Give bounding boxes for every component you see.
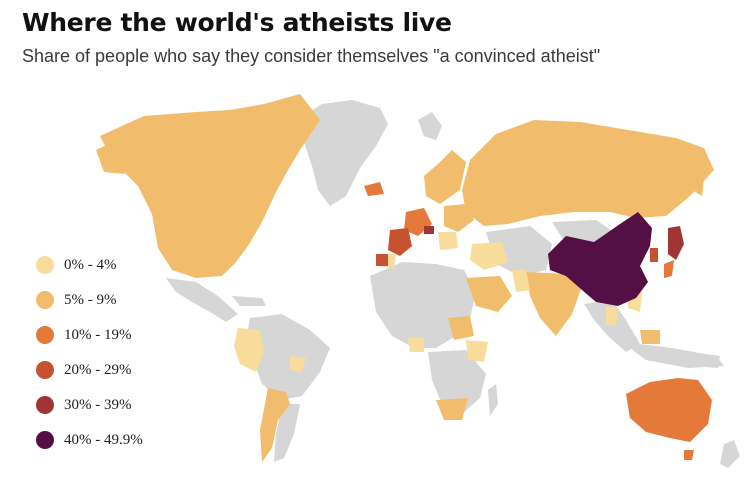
region-vietnam [606,306,618,326]
region-pakistan [512,270,530,292]
region-southeast-asia [584,300,640,352]
map-subtitle: Share of people who say they consider th… [22,46,601,66]
region-south-africa [436,398,468,420]
region-caribbean [232,296,266,306]
region-russia [462,120,714,226]
legend-item: 10% - 19% [36,326,143,344]
region-spain [376,254,388,266]
region-east-africa [466,340,488,362]
legend-item: 20% - 29% [36,361,143,379]
region-new-zealand [720,440,740,468]
region-tasmania [684,450,694,460]
region-south-america-south [274,404,300,462]
legend-label: 0% - 4% [64,256,117,273]
legend-label: 5% - 9% [64,291,117,308]
legend-item: 0% - 4% [36,256,143,274]
region-scandinavia-grey [418,112,442,140]
region-argentina [260,388,290,462]
legend-item: 30% - 39% [36,396,143,414]
region-australia [626,378,712,442]
legend-label: 30% - 39% [64,396,132,413]
legend-label: 40% - 49.9% [64,431,143,448]
world-map [96,94,740,468]
legend-label: 20% - 29% [64,361,132,378]
region-japan [668,226,684,260]
region-sudan [448,316,474,340]
legend-swatch [36,396,54,414]
region-pacific-islands [640,330,660,344]
region-alaska [96,140,136,174]
legend-swatch [36,361,54,379]
region-saudi-arabia [466,276,512,312]
legend-item: 40% - 49.9% [36,431,143,449]
legend-item: 5% - 9% [36,291,143,309]
region-scandinavia [424,150,466,204]
legend: 0% - 4% 5% - 9% 10% - 19% 20% - 29% 30% … [36,256,143,466]
region-middle-east [470,242,508,270]
region-czech [424,226,434,234]
region-west-africa [408,338,424,352]
legend-swatch [36,291,54,309]
region-balkans [438,232,458,250]
region-central-america [166,278,238,322]
legend-swatch [36,256,54,274]
region-south-america-north [246,314,330,400]
region-north-america [100,94,320,278]
region-colombia-peru [234,328,264,372]
region-japan-south [664,260,674,278]
region-south-korea [650,248,658,262]
map-title: Where the world's atheists live [22,8,452,37]
region-africa-south [428,350,486,414]
legend-swatch [36,431,54,449]
region-greenland [300,100,388,206]
region-france [388,228,412,256]
legend-label: 10% - 19% [64,326,132,343]
region-madagascar [488,384,498,416]
region-papua [690,352,720,368]
region-iceland [364,182,384,196]
region-china [548,212,652,306]
region-kamchatka [690,162,706,196]
region-brazil-east [290,356,306,372]
region-africa-north [370,262,476,348]
region-eastern-europe [444,204,474,232]
legend-swatch [36,326,54,344]
region-india [526,272,582,336]
